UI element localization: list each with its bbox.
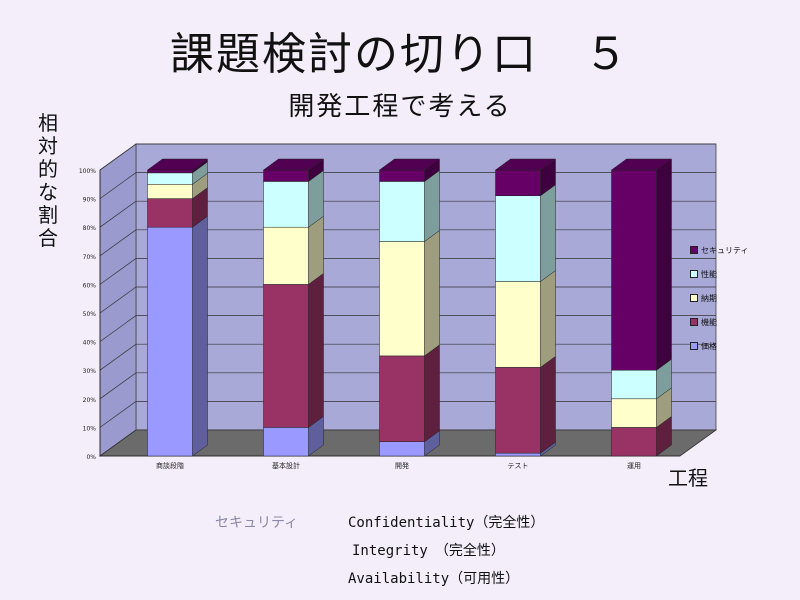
gridline xyxy=(99,143,716,171)
bar-segment xyxy=(147,198,193,228)
bar-segment xyxy=(263,181,309,228)
x-category-label: 商談段階 xyxy=(156,461,184,470)
slide-title: 課題検討の切り口 ５ xyxy=(170,29,630,80)
y-tick-label: 50% xyxy=(83,311,97,318)
legend-item: 納期 xyxy=(690,286,749,310)
y-tick-label: 20% xyxy=(83,397,97,404)
bar-segment xyxy=(379,241,425,357)
legend-label: 価格 xyxy=(701,341,717,351)
bar-segment xyxy=(147,172,193,185)
bar-segment xyxy=(147,226,193,457)
legend-label: 機能 xyxy=(701,317,717,327)
bar-segment-side xyxy=(192,215,208,457)
y-tick-label: 0% xyxy=(86,454,96,461)
bar-segment xyxy=(379,355,425,442)
bar-segment xyxy=(147,184,193,199)
y-tick-label: 30% xyxy=(83,368,97,375)
legend-item: 性能 xyxy=(690,262,749,286)
bar-segment xyxy=(379,169,425,182)
legend-item: 価格 xyxy=(690,334,749,358)
bar-top xyxy=(146,158,209,171)
y-axis-label: 相対的な割合 xyxy=(38,111,58,250)
bar-segment xyxy=(495,169,541,196)
security-note-availability: Availability（可用性） xyxy=(348,571,520,587)
bar-segment-side xyxy=(540,270,556,368)
legend-item: セキュリティ xyxy=(690,238,749,262)
bar-segment xyxy=(379,441,425,457)
bar-top xyxy=(610,158,673,171)
x-category-label: 基本設計 xyxy=(272,461,300,470)
bar-segment xyxy=(611,427,657,457)
bar-segment-side xyxy=(424,230,440,357)
bar-segment xyxy=(611,169,657,371)
bar-segment xyxy=(495,195,541,282)
security-notes-key: セキュリティ xyxy=(215,515,299,531)
legend-swatch xyxy=(690,246,698,254)
legend-swatch xyxy=(690,342,698,350)
bar-segment xyxy=(611,369,657,400)
legend-item: 機能 xyxy=(690,310,749,334)
legend-label: 納期 xyxy=(701,293,717,303)
security-note-integrity: Integrity （完全性） xyxy=(352,543,505,559)
bar-segment xyxy=(495,367,541,454)
legend-swatch xyxy=(690,294,698,302)
bar-segment xyxy=(611,398,657,428)
slide-subtitle: 開発工程で考える xyxy=(288,92,512,122)
y-tick-label: 70% xyxy=(83,254,97,261)
bar-segment xyxy=(495,281,541,368)
legend-label: 性能 xyxy=(701,269,717,279)
bar-segment-side xyxy=(540,184,556,283)
bar-segment xyxy=(263,226,309,285)
bar-top xyxy=(378,158,441,171)
bar-segment-side xyxy=(308,215,324,285)
bar-segment-side xyxy=(656,158,672,371)
bar-segment xyxy=(263,169,309,182)
legend-swatch xyxy=(690,270,698,278)
chart-legend: セキュリティ 性能納期機能価格 xyxy=(690,238,749,358)
bar-segment xyxy=(495,452,541,457)
y-tick-label: 90% xyxy=(83,197,97,204)
bar-segment xyxy=(379,181,425,242)
bar-segment-side xyxy=(308,272,324,428)
y-tick-label: 80% xyxy=(83,225,97,232)
x-axis-label: 工程 xyxy=(668,466,708,490)
legend-label: セキュリティ xyxy=(701,245,749,255)
bar-segment-side xyxy=(424,169,440,242)
x-category-label: 運用 xyxy=(627,461,641,470)
bar-segment-side xyxy=(424,344,440,443)
bar-top xyxy=(262,158,325,171)
x-category-label: 開発 xyxy=(395,461,409,470)
bar-segment-side xyxy=(540,355,556,454)
x-category-label: テスト xyxy=(508,462,529,470)
y-tick-label: 100% xyxy=(79,168,96,175)
bar-top xyxy=(494,158,557,171)
y-tick-label: 40% xyxy=(83,340,97,347)
bar-segment xyxy=(263,427,309,457)
legend-swatch xyxy=(690,318,698,326)
security-note-confidentiality: Confidentiality（完全性） xyxy=(348,515,545,531)
y-tick-label: 60% xyxy=(83,282,97,289)
bar-segment xyxy=(263,284,309,428)
bar-segment xyxy=(147,169,193,174)
y-tick-label: 10% xyxy=(83,425,97,432)
